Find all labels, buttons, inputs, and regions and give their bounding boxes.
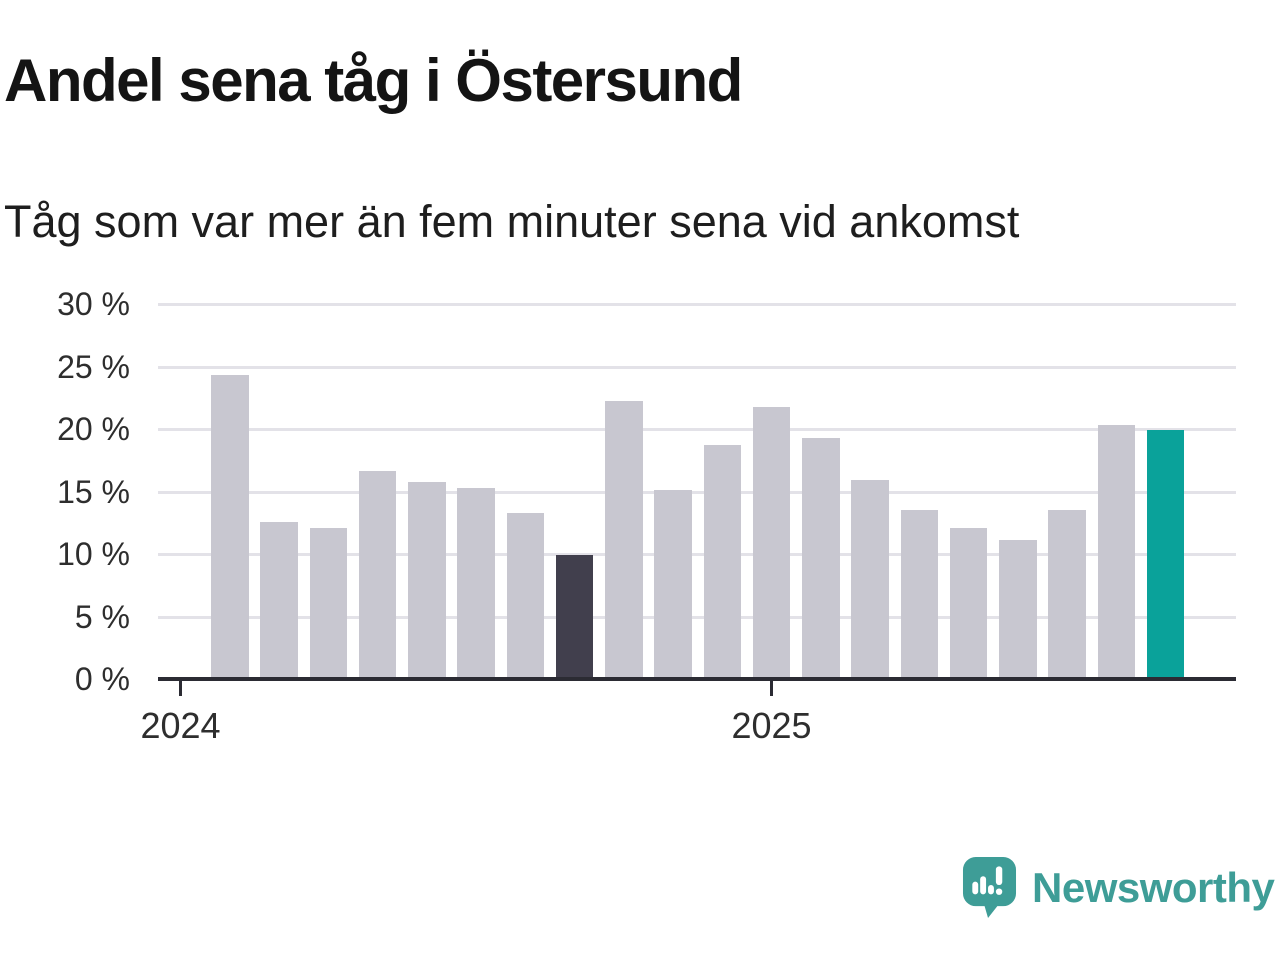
bar-2024-10 xyxy=(605,400,643,677)
bar-2025-09 xyxy=(1146,429,1185,677)
x-tick-label-2024: 2024 xyxy=(140,705,221,746)
bar-2025-06 xyxy=(999,539,1037,677)
x-tick-mark-2024 xyxy=(179,681,182,696)
chart-title: Andel sena tåg i Östersund xyxy=(4,47,743,114)
bar-2024-05 xyxy=(358,470,397,677)
bar-2025-07 xyxy=(1048,509,1086,677)
gridline-5 xyxy=(158,615,1236,619)
y-tick-label: 25 % xyxy=(57,348,130,385)
gridline-30 xyxy=(158,303,1236,306)
bar-2025-08 xyxy=(1097,424,1135,677)
bar-2025-01 xyxy=(752,407,791,677)
bar-2024-06 xyxy=(408,482,446,677)
bar-2024-11 xyxy=(654,489,692,677)
newsworthy-logo: Newsworthy xyxy=(962,856,1275,919)
x-axis-line xyxy=(158,677,1236,681)
gridline-20 xyxy=(158,428,1236,431)
bar-2024-07 xyxy=(457,488,495,677)
x-tick-mark-2025 xyxy=(770,681,773,696)
bar-2025-03 xyxy=(851,479,889,677)
gridline-25 xyxy=(158,365,1236,369)
y-tick-label: 10 % xyxy=(57,536,130,572)
newsworthy-bubble-chart-icon xyxy=(962,857,1017,918)
bar-2024-09 xyxy=(555,554,594,677)
bar-2024-03 xyxy=(260,522,298,677)
bar-2024-04 xyxy=(309,528,347,677)
y-tick-label: 15 % xyxy=(57,473,130,510)
newsworthy-wordmark: Newsworthy xyxy=(1032,863,1275,911)
gridline-15 xyxy=(158,490,1236,494)
bar-2025-05 xyxy=(949,528,988,677)
chart-subtitle: Tåg som var mer än fem minuter sena vid … xyxy=(4,196,1020,247)
bar-2024-02 xyxy=(211,374,249,677)
bar-2025-04 xyxy=(900,509,938,677)
plot-area xyxy=(158,303,1236,681)
bar-2025-02 xyxy=(802,438,840,677)
gridline-10 xyxy=(158,553,1236,556)
y-tick-label: 30 % xyxy=(57,286,130,322)
bar-2024-12 xyxy=(703,444,741,677)
bar-2024-08 xyxy=(506,513,544,677)
x-tick-label-2025: 2025 xyxy=(731,705,812,746)
y-tick-label: 20 % xyxy=(57,411,130,447)
y-tick-label: 0 % xyxy=(74,661,130,697)
y-tick-label: 5 % xyxy=(74,598,130,635)
